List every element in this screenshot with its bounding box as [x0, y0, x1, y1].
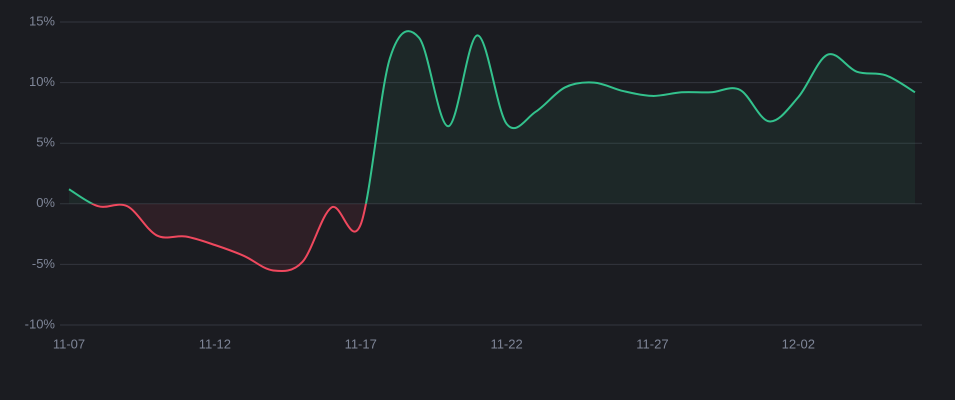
x-tick-label: 12-02: [782, 336, 815, 351]
y-tick-label: 10%: [29, 74, 55, 89]
y-tick-label: 5%: [36, 135, 55, 150]
x-tick-label: 11-22: [490, 336, 522, 351]
line-positive: [68, 30, 916, 204]
x-tick-label: 11-07: [53, 336, 85, 351]
y-tick-label: 15%: [29, 13, 55, 28]
x-tick-label: 11-17: [345, 336, 377, 351]
x-tick-label: 11-12: [199, 336, 231, 351]
line-negative: [90, 203, 367, 273]
y-tick-label: -10%: [25, 316, 56, 331]
y-tick-label: 0%: [36, 195, 55, 210]
x-tick-label: 11-27: [636, 336, 668, 351]
y-tick-label: -5%: [32, 256, 56, 271]
area-negative: [92, 203, 366, 272]
area-positive: [69, 31, 915, 204]
